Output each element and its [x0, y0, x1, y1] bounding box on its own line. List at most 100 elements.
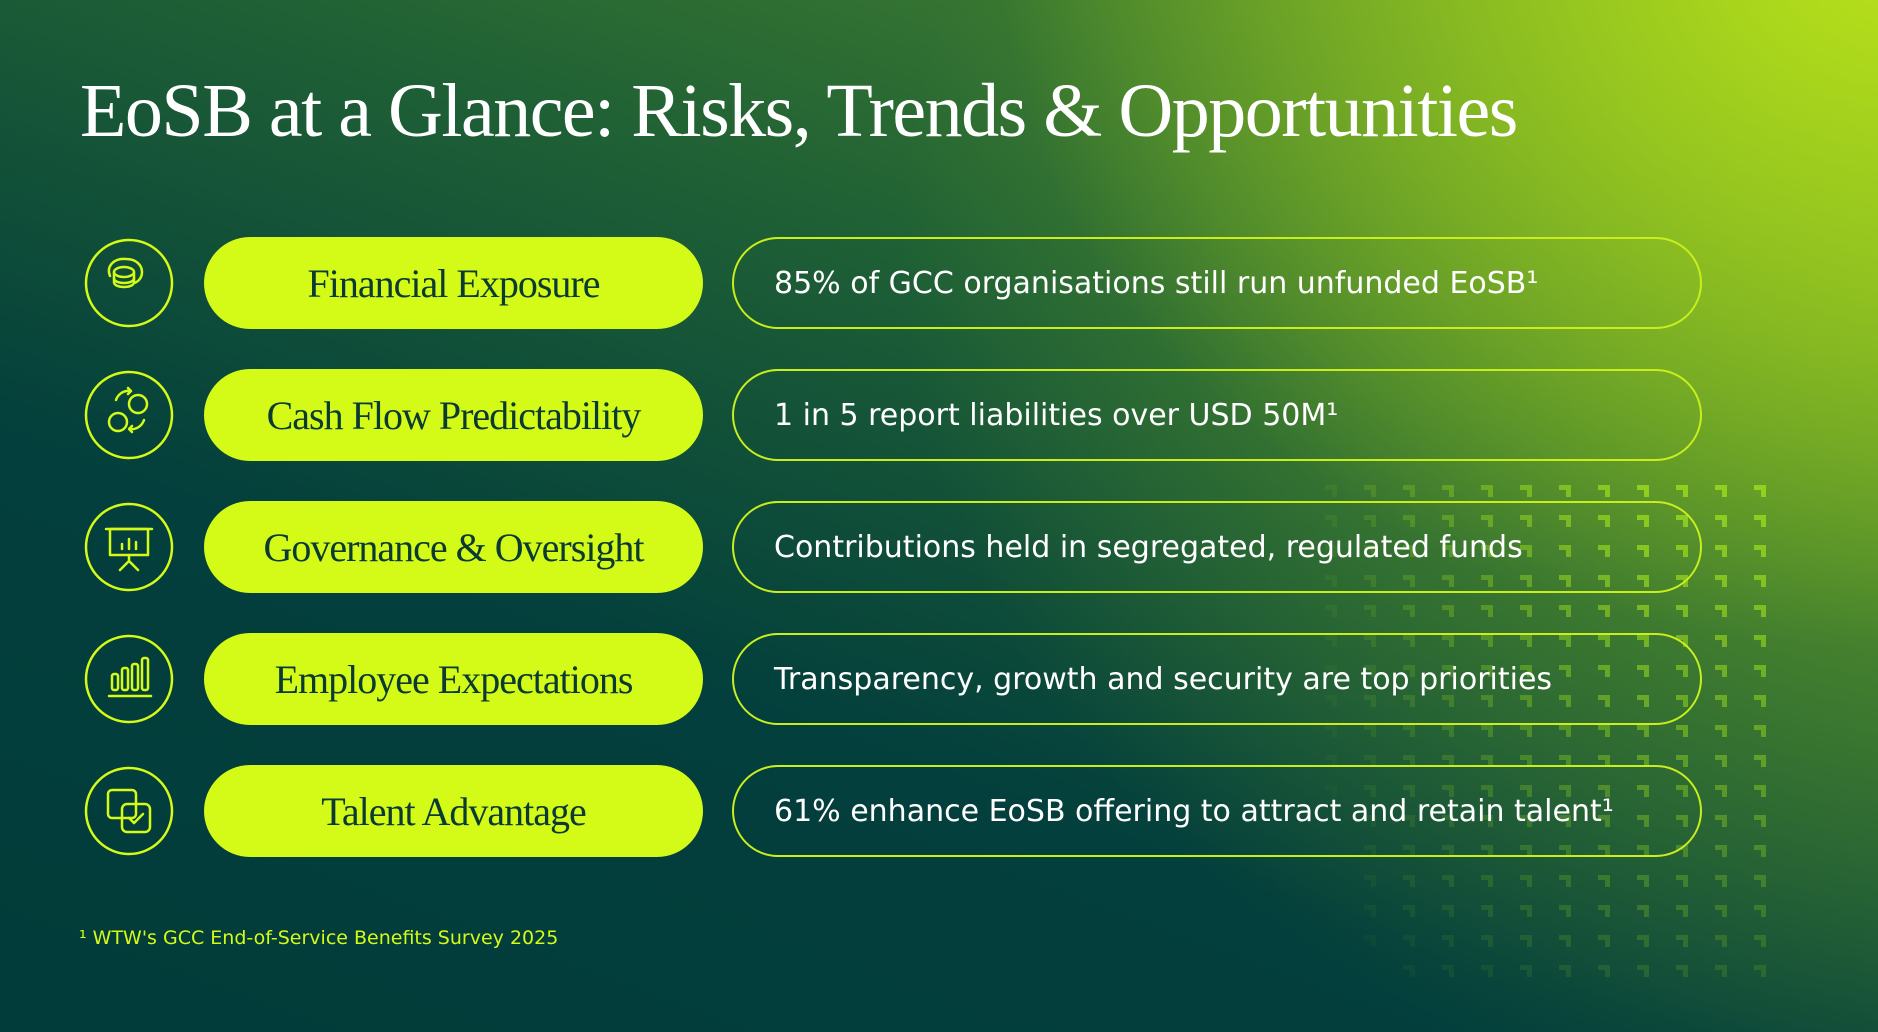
pattern-square [1637, 815, 1649, 827]
pattern-square [1715, 845, 1727, 857]
pattern-square [1364, 605, 1376, 617]
pattern-square [1364, 515, 1376, 527]
pattern-square [1598, 725, 1610, 737]
pattern-square [1559, 545, 1571, 557]
pattern-square [1520, 965, 1532, 977]
pattern-square [1403, 545, 1415, 557]
pattern-square [1325, 725, 1337, 737]
pattern-square [1559, 815, 1571, 827]
pattern-square [1481, 815, 1493, 827]
pattern-square [1325, 545, 1337, 557]
pattern-square [1520, 695, 1532, 707]
pattern-square [1520, 725, 1532, 737]
row-label: Governance & Oversight [204, 501, 703, 593]
pattern-square [1715, 605, 1727, 617]
pattern-square [1325, 485, 1337, 497]
pattern-square [1715, 665, 1727, 677]
pattern-square [1559, 635, 1571, 647]
pattern-square [1442, 575, 1454, 587]
row-label: Cash Flow Predictability [204, 369, 703, 461]
pattern-square [1442, 665, 1454, 677]
pattern-square [1403, 695, 1415, 707]
row-label: Talent Advantage [204, 765, 703, 857]
row: Cash Flow Predictability 1 in 5 report l… [0, 369, 1878, 461]
pattern-square [1676, 485, 1688, 497]
pattern-square [1754, 695, 1766, 707]
row-fact: Transparency, growth and security are to… [732, 633, 1702, 725]
pattern-square [1598, 785, 1610, 797]
pattern-square [1637, 725, 1649, 737]
pattern-square [1364, 695, 1376, 707]
pattern-square [1520, 815, 1532, 827]
pattern-square [1364, 935, 1376, 947]
pattern-square [1364, 545, 1376, 557]
pattern-square [1520, 755, 1532, 767]
pattern-square [1442, 785, 1454, 797]
pattern-square [1520, 575, 1532, 587]
pattern-square [1403, 485, 1415, 497]
row-fact: 61% enhance EoSB offering to attract and… [732, 765, 1702, 857]
pattern-square [1754, 845, 1766, 857]
pattern-square [1559, 935, 1571, 947]
pattern-square [1520, 905, 1532, 917]
pattern-square [1676, 725, 1688, 737]
pattern-square [1637, 695, 1649, 707]
pattern-square [1637, 575, 1649, 587]
row-fact: Contributions held in segregated, regula… [732, 501, 1702, 593]
pattern-square [1754, 905, 1766, 917]
pattern-square [1442, 605, 1454, 617]
pattern-square [1442, 905, 1454, 917]
pattern-square [1637, 905, 1649, 917]
pattern-square [1481, 755, 1493, 767]
pattern-square [1364, 845, 1376, 857]
row: Governance & Oversight Contributions hel… [0, 501, 1878, 593]
pattern-square [1715, 635, 1727, 647]
pattern-square [1676, 755, 1688, 767]
pattern-square [1403, 785, 1415, 797]
pattern-square [1481, 935, 1493, 947]
pattern-square [1637, 785, 1649, 797]
row: Talent Advantage 61% enhance EoSB offeri… [0, 765, 1878, 857]
pattern-square [1715, 935, 1727, 947]
pattern-square [1403, 515, 1415, 527]
pattern-square [1715, 515, 1727, 527]
pattern-square [1364, 635, 1376, 647]
pattern-square [1754, 665, 1766, 677]
pattern-square [1442, 815, 1454, 827]
pattern-square [1715, 965, 1727, 977]
pattern-square [1676, 965, 1688, 977]
footnote: ¹ WTW's GCC End-of-Service Benefits Surv… [79, 927, 559, 949]
pattern-square [1559, 725, 1571, 737]
pattern-square [1364, 575, 1376, 587]
pattern-square [1520, 845, 1532, 857]
pattern-square [1754, 875, 1766, 887]
title: EoSB at a Glance: Risks, Trends & Opport… [80, 69, 1518, 153]
pattern-square [1403, 845, 1415, 857]
pattern-square [1637, 485, 1649, 497]
pattern-square [1481, 725, 1493, 737]
pattern-square [1559, 695, 1571, 707]
pattern-square [1754, 815, 1766, 827]
pattern-square [1676, 605, 1688, 617]
pattern-square [1325, 785, 1337, 797]
pattern-square [1403, 965, 1415, 977]
pattern-square [1715, 815, 1727, 827]
pattern-square [1364, 905, 1376, 917]
pattern-square [1598, 485, 1610, 497]
pattern-square [1559, 605, 1571, 617]
row-icon [84, 502, 174, 592]
pattern-square [1442, 635, 1454, 647]
pattern-square [1520, 605, 1532, 617]
pattern-square [1715, 905, 1727, 917]
pattern-square [1442, 725, 1454, 737]
pattern-square [1442, 545, 1454, 557]
pattern-square [1364, 665, 1376, 677]
pattern-square [1637, 515, 1649, 527]
pattern-square [1598, 755, 1610, 767]
pattern-square [1364, 725, 1376, 737]
row-fact: 85% of GCC organisations still run unfun… [732, 237, 1702, 329]
pattern-square [1403, 575, 1415, 587]
pattern-square [1481, 965, 1493, 977]
pattern-square [1481, 905, 1493, 917]
row-icon [84, 634, 174, 724]
